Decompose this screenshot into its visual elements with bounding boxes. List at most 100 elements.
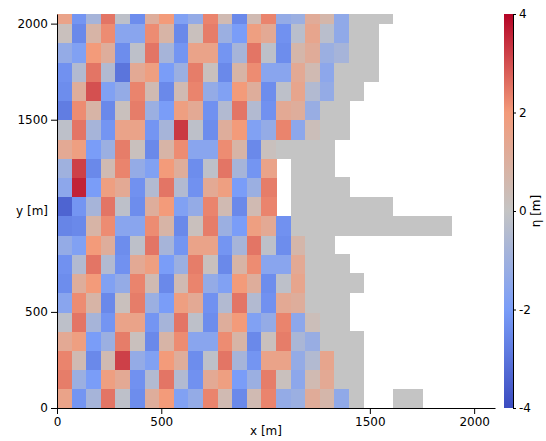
cell [407,389,422,408]
cell [232,43,247,63]
cell [261,120,276,140]
cell [305,293,320,313]
cell [130,43,145,63]
cell [203,43,218,63]
cell [291,177,306,197]
cell [115,312,130,332]
cell [86,350,101,370]
cell [145,312,160,332]
cell [218,312,233,332]
cell [174,139,189,159]
cell [145,370,160,390]
cell [261,177,276,197]
cell [115,81,130,101]
cell [291,158,306,178]
cell [86,158,101,178]
cell [334,197,349,217]
cell [72,139,87,159]
cell [218,389,233,408]
cell [159,350,174,370]
cell [188,235,203,255]
cell [145,120,160,140]
cell [276,350,291,370]
cell [145,177,160,197]
cell [130,389,145,408]
cell [72,24,87,44]
cell [276,331,291,351]
cell [72,100,87,120]
cell [130,331,145,351]
cell [174,177,189,197]
cell [159,389,174,408]
cell [72,62,87,82]
cell [159,197,174,217]
cell [437,216,452,236]
colorbar-tick-label: -2 [519,303,531,317]
x-axis-title: x [m] [250,424,282,438]
cell [261,331,276,351]
cell [232,120,247,140]
cell [203,14,218,24]
cell [188,24,203,44]
cell [203,235,218,255]
cell [218,81,233,101]
cell [349,331,364,351]
cell [305,216,320,236]
cell [334,293,349,313]
cell [57,120,72,140]
cell [276,139,291,159]
cell [291,389,306,408]
cell [232,14,247,24]
chart: 050015002000050015002000x [m]y [m]-4-202… [0,0,546,441]
cell [188,139,203,159]
cell [145,350,160,370]
cell [188,331,203,351]
cell [232,216,247,236]
cell [130,273,145,293]
cell [72,216,87,236]
cell [261,235,276,255]
cell [86,235,101,255]
cell [159,273,174,293]
cell [115,158,130,178]
cell [57,177,72,197]
cell [320,81,335,101]
cell [291,197,306,217]
cell [188,370,203,390]
cell [115,273,130,293]
cell [218,120,233,140]
cell [174,350,189,370]
cell [188,120,203,140]
cell [305,14,320,24]
cell [130,370,145,390]
cell [232,158,247,178]
cell [174,197,189,217]
x-tick-label: 500 [150,415,173,429]
cell [130,293,145,313]
cell [232,235,247,255]
cell [174,81,189,101]
cell [305,350,320,370]
cell [203,254,218,274]
cell [159,120,174,140]
cell [174,254,189,274]
cell [218,331,233,351]
cell [159,62,174,82]
cell [422,216,437,236]
cell [174,216,189,236]
cell [218,273,233,293]
cell [203,100,218,120]
colorbar [504,14,513,408]
cell [72,14,87,24]
cell [261,197,276,217]
cell [130,158,145,178]
cell [305,62,320,82]
cell [159,312,174,332]
cell [159,139,174,159]
cell [232,177,247,197]
cell [72,81,87,101]
cell [305,254,320,274]
cell [261,62,276,82]
cell [232,197,247,217]
cell [159,370,174,390]
